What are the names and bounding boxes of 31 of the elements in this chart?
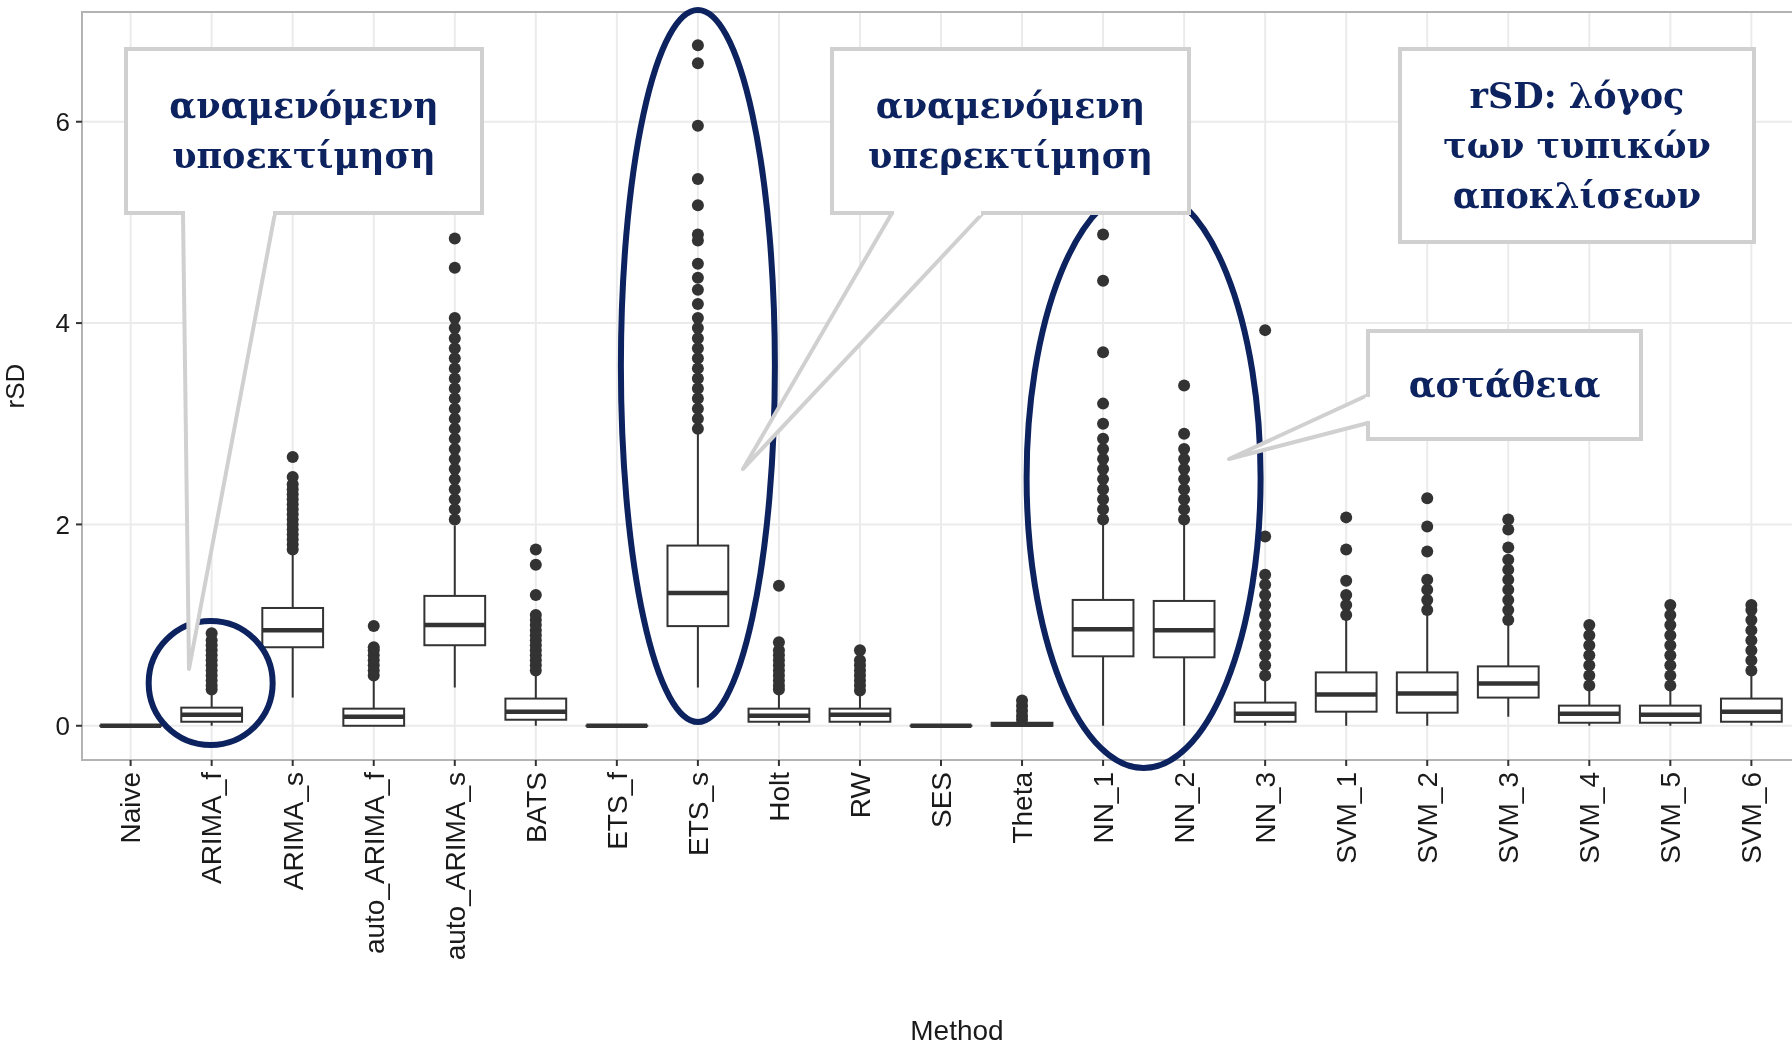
- x-tick-label: SVM_2: [1412, 772, 1444, 864]
- y-tick-label: 2: [55, 509, 70, 540]
- annotation: αναμενόμενη υποεκτίμηση: [169, 85, 439, 177]
- y-tick-label: 0: [55, 710, 70, 741]
- y-axis-title: rSD: [0, 363, 30, 409]
- x-tick-label: Holt: [763, 771, 795, 822]
- x-tick-label: BATS: [520, 772, 552, 844]
- x-tick-label: ETS_f: [601, 771, 633, 850]
- x-tick-label: RW: [844, 771, 876, 819]
- x-tick-label: NN_3: [1249, 772, 1281, 844]
- y-tick-label: 4: [55, 308, 70, 339]
- x-tick-label: auto_ARIMA_s: [439, 772, 471, 961]
- x-tick-label: Theta: [1006, 771, 1038, 844]
- x-tick-label: ARIMA_f: [196, 771, 228, 885]
- x-tick-label: auto_ARIMA_f: [358, 771, 390, 955]
- x-tick-label: SVM_3: [1493, 772, 1525, 864]
- annotation: rSD: λόγος των τυπικών αποκλίσεων: [1443, 74, 1711, 216]
- x-tick-label: ETS_s: [682, 772, 714, 857]
- y-tick-label: 6: [55, 106, 70, 137]
- x-tick-label: SVM_6: [1736, 772, 1768, 864]
- x-tick-label: SVM_4: [1574, 772, 1606, 864]
- x-tick-label: NN_1: [1087, 772, 1119, 844]
- x-tick-label: SVM_5: [1655, 772, 1687, 864]
- x-tick-label: SVM_1: [1330, 772, 1362, 864]
- x-tick-label: ARIMA_s: [277, 772, 309, 891]
- annotation: αστάθεια: [1408, 364, 1601, 406]
- annotation: αναμενόμενη υπερεκτίμηση: [868, 85, 1153, 177]
- x-tick-label: SES: [925, 772, 957, 829]
- x-tick-label: NN_2: [1168, 772, 1200, 844]
- x-axis-title: Method: [910, 1015, 1004, 1045]
- x-tick-label: Naive: [115, 772, 147, 844]
